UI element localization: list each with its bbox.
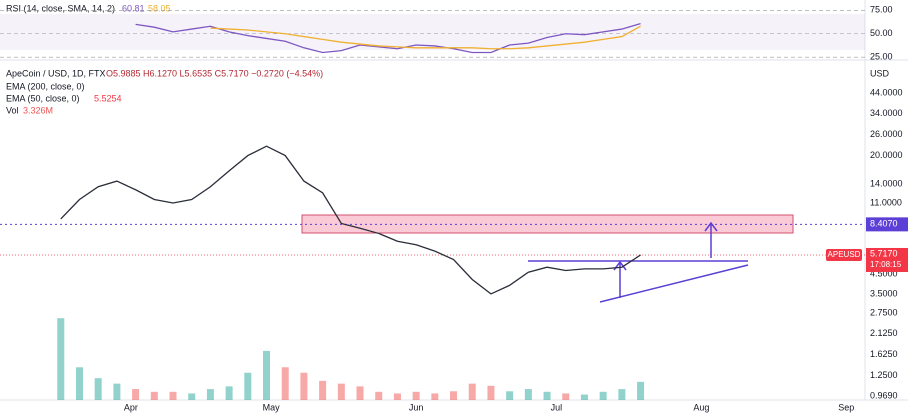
x-tick-label: Sep [838, 402, 854, 412]
x-tick-label: Aug [693, 402, 709, 412]
rsi-line [210, 25, 641, 50]
arrow [704, 221, 718, 258]
last-price-label: 5.7170 [870, 248, 898, 258]
symbol-tag-bg [826, 248, 862, 261]
marker-label: 8.4070 [870, 219, 898, 229]
volume-bar [618, 389, 626, 400]
y-tick-label: 2.7500 [870, 307, 898, 317]
y-tick-label: 3.5000 [870, 288, 898, 298]
volume-bar [57, 318, 65, 400]
x-tick-label: Jun [409, 402, 424, 412]
volume-bar [356, 386, 364, 400]
volume-bar [94, 378, 102, 400]
volume-bar [375, 391, 383, 400]
y-tick-label: 1.2500 [870, 370, 898, 380]
marker-label-bg [866, 217, 908, 232]
trend-line [599, 264, 749, 303]
x-tick-label: Jul [551, 402, 563, 412]
y-tick-label: 1.6250 [870, 349, 898, 359]
ema200-label: EMA (200, close, 0) [6, 81, 85, 91]
volume-bar [150, 391, 158, 400]
volume-bar [300, 372, 308, 400]
volume-bar [263, 350, 271, 400]
volume-bar [431, 393, 439, 400]
volume-bar [113, 383, 121, 400]
y-tick-label: 26.0000 [870, 129, 903, 139]
volume-bar [244, 372, 252, 400]
y-tick-label: 20.0000 [870, 150, 903, 160]
y-tick-label: 34.0000 [870, 108, 903, 118]
y-tick-label: 2.1250 [870, 328, 898, 338]
price-line [60, 145, 641, 295]
volume-bar [319, 380, 327, 400]
rsi-sma-value: 58.05 [148, 3, 171, 13]
y-tick-label: 14.0000 [870, 178, 903, 188]
ohlc: O5.9885 H6.1270 L5.6535 C5.7170 −0.2720 … [106, 68, 323, 78]
y-tick-label: 25.00 [870, 52, 893, 62]
y-tick-label: 50.00 [870, 28, 893, 38]
volume-bar [412, 391, 420, 400]
volume-bar [393, 393, 401, 400]
volume-bar [450, 391, 458, 400]
volume-bar [75, 367, 83, 400]
volume-bar [188, 393, 196, 400]
x-tick-label: Apr [124, 402, 138, 412]
volume-bar [132, 389, 140, 400]
volume-bar [524, 389, 532, 400]
y-tick-label: 75.00 [870, 5, 893, 15]
volume-bar [543, 391, 551, 400]
volume-bar [580, 394, 588, 400]
volume-bar [506, 391, 514, 400]
rsi-band [0, 14, 865, 50]
x-tick-label: May [263, 402, 281, 412]
volume-bar [599, 391, 607, 400]
volume-bar [225, 386, 233, 400]
volume-bar [487, 385, 495, 400]
y-tick-label: 11.0000 [870, 197, 902, 207]
symbol-tag: APEUSD [828, 250, 861, 259]
ema50-label: EMA (50, close, 0) [6, 93, 80, 103]
symbol-title: ApeCoin / USD, 1D, FTX [6, 68, 106, 78]
volume-bar [169, 391, 177, 400]
countdown: 17:08:15 [870, 260, 902, 269]
volume-bar [468, 383, 476, 400]
rsi-value: 60.81 [122, 3, 145, 13]
vol-value: 3.326M [23, 105, 53, 115]
y-tick-label: 44.0000 [870, 87, 903, 97]
volume-bar [206, 389, 214, 400]
y-tick-label: 4.5000 [870, 268, 898, 278]
y-tick-label: 0.9690 [870, 390, 898, 400]
rsi-title: RSI (14, close, SMA, 14, 2) [6, 3, 115, 13]
vol-label: Vol [6, 105, 19, 115]
volume-bar [281, 367, 289, 400]
volume-bar [562, 393, 570, 400]
y-unit: USD [870, 68, 890, 78]
volume-bar [337, 383, 345, 400]
volume-bar [637, 381, 645, 400]
ema50-value: 5.5254 [94, 93, 122, 103]
last-price-bg [866, 247, 908, 272]
